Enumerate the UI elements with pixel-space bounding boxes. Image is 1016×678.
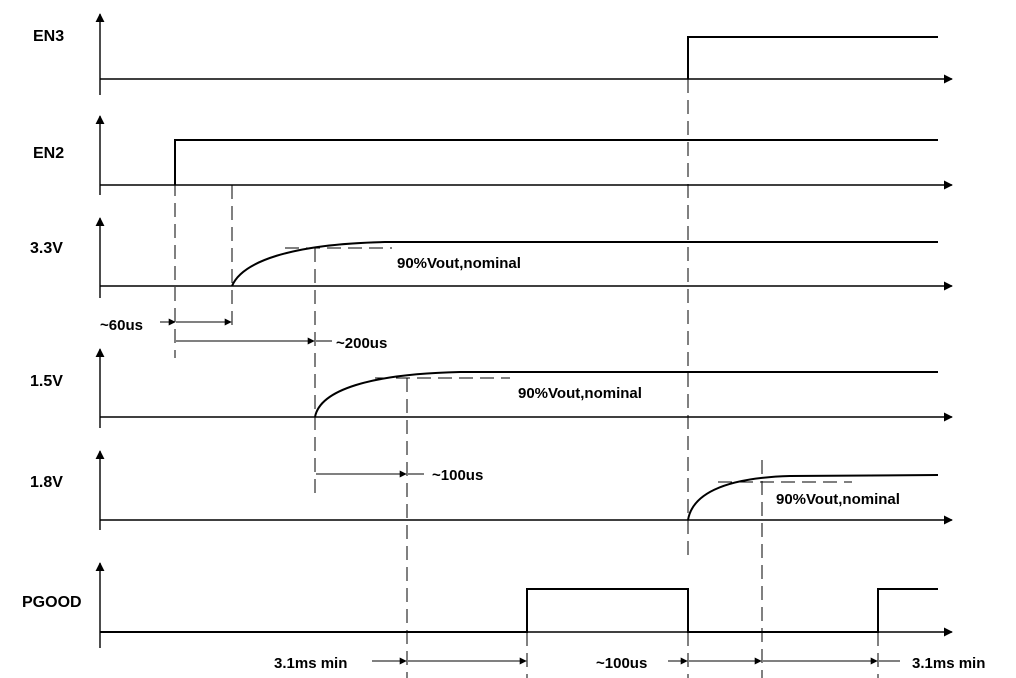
signal-en2: EN2 [33,115,953,195]
interval-100us-a-label: ~100us [432,467,483,484]
signal-label-1v8: 1.8V [30,474,63,491]
v15-90pct-label: 90%Vout,nominal [518,385,642,402]
signal-3v3: 3.3V 90%Vout,nominal [30,217,953,298]
v18-ramp [687,474,939,521]
interval-100us-b-label: ~100us [596,655,647,672]
v33-90pct-label: 90%Vout,nominal [397,255,521,272]
en3-waveform [687,36,938,79]
pgood-waveform [100,588,938,633]
interval-60us-label: ~60us [100,317,143,334]
v18-90pct-label: 90%Vout,nominal [776,491,900,508]
signal-label-en2: EN2 [33,145,64,162]
v33-ramp [231,241,938,287]
en2-waveform [174,139,938,185]
signal-label-en3: EN3 [33,28,64,45]
signal-label-pgood: PGOOD [22,594,82,611]
pgood-delay-1-label: 3.1ms min [274,655,347,672]
signal-label-1v5: 1.5V [30,373,63,390]
timing-annotations: ~60us ~200us ~100us 3.1ms min ~100us 3.1… [100,317,985,672]
signal-en3: EN3 [33,13,953,95]
interval-200us-label: ~200us [336,335,387,352]
signal-pgood: PGOOD [22,562,953,648]
pgood-delay-2-label: 3.1ms min [912,655,985,672]
v15-ramp [314,371,938,418]
signal-1v8: 1.8V 90%Vout,nominal [30,450,953,530]
signal-1v5: 1.5V 90%Vout,nominal [30,348,953,428]
timing-guides [174,79,879,678]
signal-label-3v3: 3.3V [30,240,63,257]
